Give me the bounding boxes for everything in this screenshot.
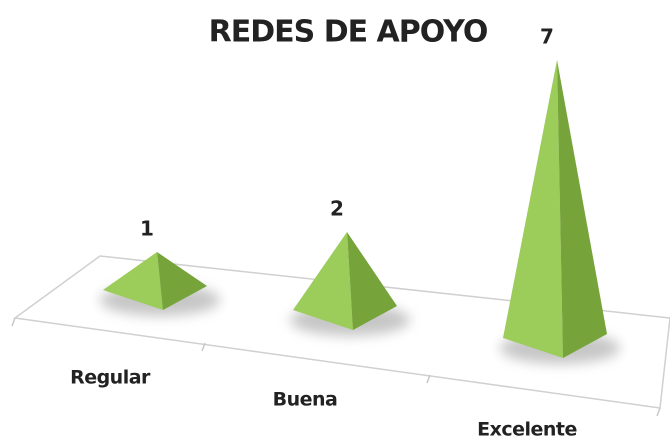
pyramid xyxy=(103,252,207,310)
floor xyxy=(13,255,670,409)
pyramid-face xyxy=(557,60,607,358)
value-label: 2 xyxy=(330,197,344,221)
category-label: Regular xyxy=(70,367,151,389)
pyramid-face xyxy=(293,232,353,330)
category-label: Buena xyxy=(273,389,338,411)
value-label: 1 xyxy=(140,217,154,241)
pyramid xyxy=(293,232,397,330)
pyramid-face xyxy=(157,252,207,310)
pyramid xyxy=(503,60,607,358)
chart-title: REDES DE APOYO xyxy=(209,15,488,50)
pyramid-face xyxy=(103,252,163,310)
value-label: 7 xyxy=(540,25,554,49)
floor-ticks xyxy=(11,317,661,417)
pyramid-face xyxy=(503,60,563,358)
category-label: Excelente xyxy=(477,419,577,439)
pyramid-face xyxy=(347,232,397,330)
